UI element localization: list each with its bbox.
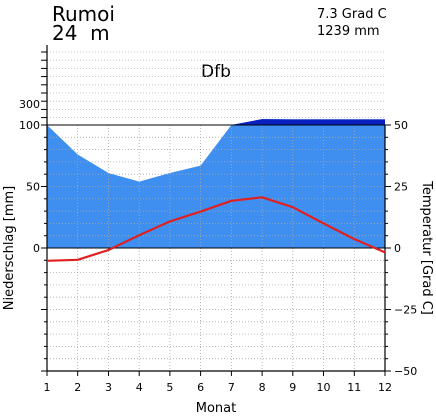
precipitation-area-fill xyxy=(47,119,385,248)
temperature-series-line xyxy=(46,196,386,262)
station-elevation: 24 m xyxy=(52,21,110,45)
right-tick-label: −25 xyxy=(394,304,417,317)
precipitation-upper-strip xyxy=(231,119,385,125)
right-tick-label: 50 xyxy=(394,119,408,132)
left-tick-label: 50 xyxy=(26,181,40,194)
station-name: Rumoi xyxy=(52,2,115,26)
x-tick-label: 4 xyxy=(136,381,143,394)
annual-precipitation: 1239 mm xyxy=(317,24,380,39)
x-tick-label: 10 xyxy=(317,381,331,394)
x-tick-label: 5 xyxy=(166,381,173,394)
upper-grid-lines xyxy=(47,51,385,118)
precipitation-area xyxy=(47,119,385,248)
mean-temperature: 7.3 Grad C xyxy=(317,7,387,22)
x-tick-label: 1 xyxy=(44,381,51,394)
right-tick-label: −50 xyxy=(394,365,417,378)
left-tick-label: 300 xyxy=(19,98,40,111)
left-axis-label: Niederschlag [mm] xyxy=(2,186,17,311)
axes xyxy=(41,45,391,376)
right-tick-label: 25 xyxy=(394,181,408,194)
x-tick-label: 6 xyxy=(197,381,204,394)
left-tick-label: 0 xyxy=(33,242,40,255)
climate-class: Dfb xyxy=(201,62,231,82)
x-tick-label: 9 xyxy=(289,381,296,394)
left-tick-label: 100 xyxy=(19,119,40,132)
x-tick-label: 11 xyxy=(347,381,361,394)
right-axis-label: Temperatur [Grad C] xyxy=(419,180,434,315)
temperature-line xyxy=(46,196,386,262)
right-tick-label: 0 xyxy=(394,242,401,255)
x-tick-label: 12 xyxy=(378,381,392,394)
x-tick-label: 3 xyxy=(105,381,112,394)
x-tick-label: 2 xyxy=(74,381,81,394)
x-axis-label: Monat xyxy=(196,401,236,416)
x-tick-label: 8 xyxy=(259,381,266,394)
x-tick-label: 7 xyxy=(228,381,235,394)
